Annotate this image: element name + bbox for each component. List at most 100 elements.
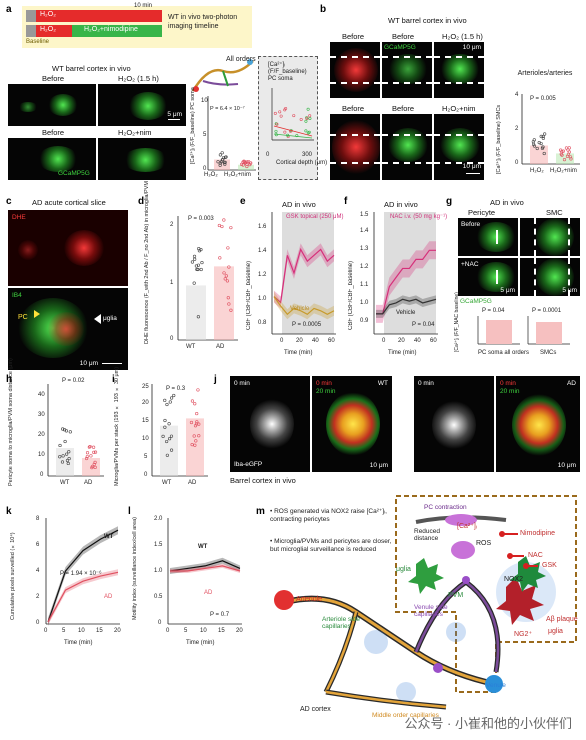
bar-b-0	[530, 145, 548, 164]
m-ng2-label: NG2⁺	[514, 631, 533, 638]
m-arteriole-dot	[274, 590, 294, 610]
point-h-0-1	[65, 458, 70, 463]
a-inset-xlabel: Cortical depth (μm)	[276, 160, 328, 166]
j-t0d-label: 0 min	[500, 380, 516, 387]
point-h-1-4	[89, 454, 93, 458]
point-d-1-4	[225, 279, 230, 283]
c-microglia-label: μglia	[103, 315, 117, 322]
point-i-1-12	[197, 434, 201, 438]
point-h-0-13	[61, 427, 65, 431]
point-b-0-11	[535, 146, 539, 151]
b-scale2-label: 10 μm	[462, 163, 481, 170]
d-ytick-1: 1	[170, 280, 174, 286]
point-b-1-4	[569, 157, 573, 161]
j-ad-label: AD	[566, 380, 576, 387]
m-microglia-label: μglia	[396, 566, 411, 573]
b-chart-x2: H₂O₂+nim	[550, 168, 577, 174]
h-ytick-40: 40	[38, 392, 45, 398]
timeline-bar-3	[72, 25, 162, 37]
point-d-1-0	[222, 218, 226, 222]
f-ylabel: CBF (CBF/CBF_baseline)	[348, 260, 354, 330]
panel-b-label: b	[320, 4, 327, 15]
panel-g-label: g	[446, 196, 453, 207]
point-i-0-0	[169, 396, 174, 400]
a-scatter-chart	[207, 96, 256, 171]
h-stat: P = 0.02	[62, 378, 85, 384]
point-a-1-4	[241, 163, 245, 167]
b-micrograph-green-4: 10 μm	[434, 114, 484, 180]
point-a-0-5	[223, 155, 228, 159]
j-t20b-label: 20 min	[500, 388, 520, 395]
point-d-1-2	[227, 265, 231, 269]
b-chart-ytick-2: 2	[515, 126, 519, 132]
m-bullet-2-text: Microglia/PVMs and pericytes are closer,…	[270, 538, 392, 554]
f-vehicle-label: Vehicle	[396, 310, 416, 316]
bar-h-0	[56, 448, 74, 476]
point-i-1-4	[189, 420, 194, 425]
point-h-1-1	[85, 451, 90, 455]
h-ytick-10: 10	[38, 452, 45, 458]
m-venule-label: Venule	[486, 682, 506, 689]
m-ros-label: ROS	[476, 540, 492, 547]
point-d-0-12	[196, 315, 200, 319]
inset-point-17	[283, 108, 287, 112]
point-b-0-12	[541, 145, 545, 149]
k-wt-label: WT	[104, 534, 114, 540]
point-i-1-3	[195, 411, 199, 416]
k-xtick-15: 15	[96, 628, 103, 634]
e-ytick-14: 1.4	[258, 248, 267, 254]
point-d-1-9	[229, 308, 233, 312]
point-h-1-6	[92, 445, 96, 449]
point-d-1-13	[229, 226, 233, 230]
panel-a-label: a	[6, 4, 12, 15]
m-bullet-1: • ROS generated via NOX2 raise [Ca²⁺]ᵢ, …	[270, 508, 387, 524]
a-vessel-diagram	[191, 59, 254, 92]
point-a-1-10	[239, 162, 244, 166]
point-b-1-2	[568, 155, 573, 159]
point-i-0-3	[168, 400, 172, 404]
f-ytick-15: 1.5	[360, 212, 369, 218]
point-i-0-4	[165, 402, 169, 407]
timeline-baseline-2	[26, 25, 36, 37]
g-micrograph-smc-nac: 5 μm	[520, 258, 580, 296]
e-line-chart	[271, 212, 336, 335]
c-scale-label: 10 μm	[79, 360, 98, 367]
point-d-0-7	[192, 281, 196, 285]
k-ytick-6: 6	[36, 542, 40, 548]
inset-point-21	[275, 122, 279, 126]
f-ytick-10: 1.0	[360, 300, 369, 306]
bar-d-0	[186, 285, 206, 340]
point-i-0-1	[163, 398, 167, 402]
timeline-baseline-label: Baseline	[26, 39, 50, 45]
point-d-0-9	[200, 260, 204, 265]
a-chart-x2: H₂O₂+nim	[224, 172, 251, 178]
f-treat-label: NAC i.v. (50 mg kg⁻¹)	[390, 214, 448, 220]
b-chart-ytick-4: 4	[515, 92, 519, 98]
a-scale-label: 5 μm	[167, 111, 182, 118]
l-wt-label: WT	[198, 544, 208, 550]
bar-b-1	[556, 153, 574, 164]
point-b-0-6	[541, 134, 545, 139]
band-f-0	[376, 241, 436, 323]
k-ytick-4: 4	[36, 568, 40, 574]
c-pc-arrow	[34, 310, 40, 318]
f-xtick-0: 0	[382, 338, 386, 344]
panel-h-label: h	[6, 374, 13, 385]
panel-a-title: WT barrel cortex in vivo	[52, 64, 131, 73]
point-d-1-8	[227, 302, 231, 306]
i-x-wt: WT	[162, 480, 172, 486]
timeline-baseline-1	[26, 10, 36, 22]
k-xtick-0: 0	[44, 628, 48, 634]
inset-point-1	[308, 114, 312, 118]
l-ytick-20: 2.0	[154, 516, 163, 522]
panel-m-label: m	[256, 506, 265, 517]
point-h-1-9	[84, 456, 89, 461]
band-f-1	[376, 295, 436, 318]
timeline-bar3-label: H₂O₂+nimodipine	[84, 26, 138, 33]
b-chart-stat: P = 0.005	[530, 96, 556, 102]
point-d-1-10	[226, 296, 230, 300]
point-a-1-12	[244, 161, 248, 165]
band-k-0	[48, 526, 118, 626]
m-venule-dot	[485, 675, 503, 693]
point-i-0-11	[163, 425, 167, 429]
